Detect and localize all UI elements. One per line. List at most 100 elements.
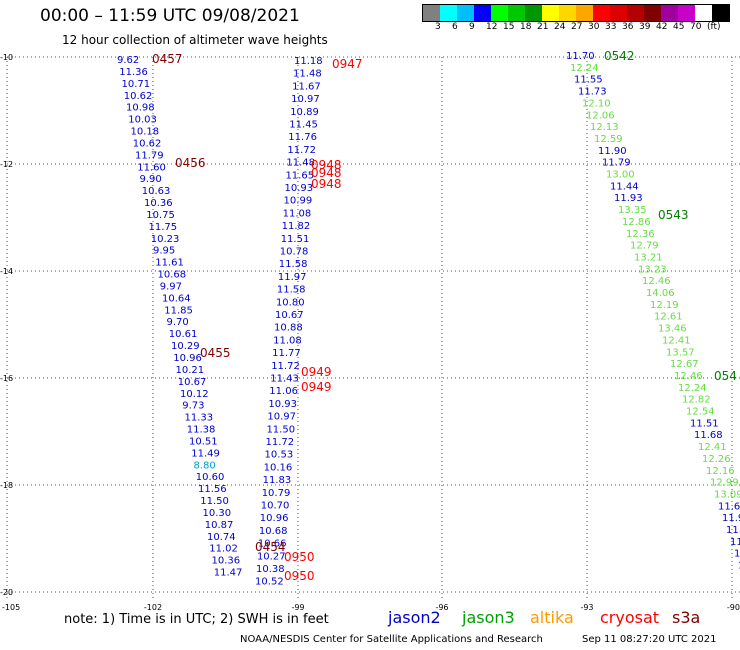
wave-height-value: 10.75 bbox=[146, 210, 175, 221]
wave-height-value: 9.97 bbox=[160, 281, 182, 292]
wave-height-value: 10.70 bbox=[261, 501, 290, 512]
color-scale-swatch bbox=[457, 5, 474, 21]
color-scale-swatch bbox=[627, 5, 644, 21]
wave-height-value: 13.00 bbox=[606, 170, 635, 181]
wave-height-value: 11.56 bbox=[198, 484, 227, 495]
wave-height-value: 11.02 bbox=[209, 544, 238, 555]
wave-height-value: 10.8 bbox=[734, 549, 740, 560]
color-scale-label: 42 bbox=[656, 22, 668, 32]
wave-height-value: 11.36 bbox=[119, 67, 148, 78]
wave-height-value: 10.67 bbox=[178, 377, 207, 388]
wave-height-value: 11.08 bbox=[273, 335, 302, 346]
wave-height-value: 10.79 bbox=[262, 488, 291, 499]
wave-height-value: 11.38 bbox=[187, 425, 216, 436]
wave-height-value: 11.51 bbox=[690, 418, 719, 429]
latitude-label: -16 bbox=[0, 374, 13, 383]
wave-height-value: 10.60 bbox=[196, 472, 225, 483]
wave-height-value: 11.72 bbox=[271, 361, 300, 372]
wave-height-value: 12.13 bbox=[590, 122, 619, 133]
wave-height-value: 11.51 bbox=[726, 525, 740, 536]
wave-height-value: 11.82 bbox=[282, 221, 311, 232]
wave-height-value: 10.97 bbox=[291, 94, 320, 105]
wave-height-value: 12.54 bbox=[686, 407, 715, 418]
wave-height-value: 11.65 bbox=[285, 170, 314, 181]
color-scale-label: 15 bbox=[503, 22, 515, 32]
color-scale-label: (ft) bbox=[707, 22, 721, 32]
wave-height-value: 11.73 bbox=[578, 87, 607, 98]
pass-time-label: 0948 bbox=[311, 166, 342, 180]
wave-height-value: 13.09 bbox=[714, 489, 740, 500]
color-scale-swatch bbox=[542, 5, 559, 21]
wave-height-value: 12.46 bbox=[674, 371, 703, 382]
wave-height-value: 10.03 bbox=[128, 115, 157, 126]
wave-height-value: 10.89 bbox=[290, 107, 319, 118]
wave-height-value: 11.0 bbox=[730, 537, 740, 548]
wave-height-value: 13.57 bbox=[666, 347, 695, 358]
altimeter-track-center: 11.1811.4811.6710.9710.8911.4511.7611.72… bbox=[255, 56, 323, 588]
wave-height-value: 11.61 bbox=[155, 258, 184, 269]
wave-height-value: 11.18 bbox=[294, 56, 323, 67]
wave-height-value: 12.41 bbox=[662, 335, 691, 346]
color-scale-swatch bbox=[576, 5, 593, 21]
wave-height-value: 10.67 bbox=[275, 310, 304, 321]
pass-time-label: 0542 bbox=[604, 49, 635, 63]
wave-height-value: 13.35 bbox=[618, 205, 647, 216]
color-scale-swatch bbox=[661, 5, 678, 21]
wave-height-value: 10.98 bbox=[126, 103, 155, 114]
wave-height-value: 10.74 bbox=[207, 532, 236, 543]
color-scale-swatch bbox=[695, 5, 712, 21]
wave-height-value: 10.62 bbox=[124, 91, 153, 102]
wave-height-value: 11.77 bbox=[272, 348, 301, 359]
wave-height-value: 9.90 bbox=[140, 174, 162, 185]
wave-height-value: 12.59 bbox=[594, 134, 623, 145]
wave-height-value: 12.99 bbox=[710, 478, 739, 489]
wave-height-value: 11.72 bbox=[287, 145, 316, 156]
color-scale-label: 39 bbox=[639, 22, 651, 32]
longitude-label: -90 bbox=[727, 603, 740, 612]
color-scale-swatch bbox=[678, 5, 695, 21]
wave-height-value: 11.75 bbox=[149, 222, 178, 233]
wave-height-value: 10.30 bbox=[203, 508, 232, 519]
wave-height-value: 11.49 bbox=[191, 448, 220, 459]
wave-height-value: 10.97 bbox=[267, 412, 296, 423]
wave-height-value: 11.72 bbox=[266, 437, 295, 448]
wave-height-value: 9.70 bbox=[167, 317, 189, 328]
footer-note: note: 1) Time is in UTC; 2) SWH is in fe… bbox=[64, 612, 329, 627]
wave-height-value: 10.53 bbox=[265, 450, 294, 461]
graticule bbox=[6, 56, 740, 598]
wave-height-value: 12.16 bbox=[706, 466, 735, 477]
legend-item-altika: altika bbox=[530, 608, 574, 627]
wave-height-value: 12.61 bbox=[654, 312, 683, 323]
color-scale-swatch bbox=[712, 5, 729, 21]
wave-height-value: 11.79 bbox=[135, 150, 164, 161]
wave-height-value: 11.55 bbox=[574, 75, 603, 86]
pass-time-label: 0949 bbox=[301, 380, 332, 394]
color-scale-swatch bbox=[559, 5, 576, 21]
wave-height-value: 11.50 bbox=[266, 424, 295, 435]
wave-height-value: 11.83 bbox=[263, 475, 292, 486]
legend-item-jason2: jason2 bbox=[388, 608, 441, 627]
pass-time-label: 0950 bbox=[284, 569, 315, 583]
wave-height-value: 9.73 bbox=[182, 401, 204, 412]
color-scale-label: 33 bbox=[605, 22, 617, 32]
color-scale-bar bbox=[422, 4, 730, 22]
wave-height-value: 10.93 bbox=[285, 183, 314, 194]
longitude-label: -99 bbox=[291, 603, 304, 612]
color-scale-label: 30 bbox=[588, 22, 600, 32]
wave-height-value: 14.06 bbox=[646, 288, 675, 299]
wave-height-value: 11.94 bbox=[722, 513, 740, 524]
latitude-label: -12 bbox=[0, 160, 13, 169]
wave-height-value: 10.52 bbox=[255, 577, 284, 588]
wave-height-value: 12.24 bbox=[678, 383, 707, 394]
wave-height-value: 11.45 bbox=[289, 120, 318, 131]
wave-height-value: 10.68 bbox=[259, 526, 288, 537]
legend-item-s3a: s3a bbox=[672, 608, 701, 627]
wave-height-value: 11.58 bbox=[277, 285, 306, 296]
wave-height-value: 12.26 bbox=[702, 454, 731, 465]
longitude-label: -96 bbox=[435, 603, 448, 612]
wave-height-value: 10.51 bbox=[189, 436, 218, 447]
wave-height-value: 12.41 bbox=[698, 442, 727, 453]
footer-credit: NOAA/NESDIS Center for Satellite Applica… bbox=[240, 634, 543, 645]
wave-height-value: 11.70 bbox=[566, 51, 595, 62]
